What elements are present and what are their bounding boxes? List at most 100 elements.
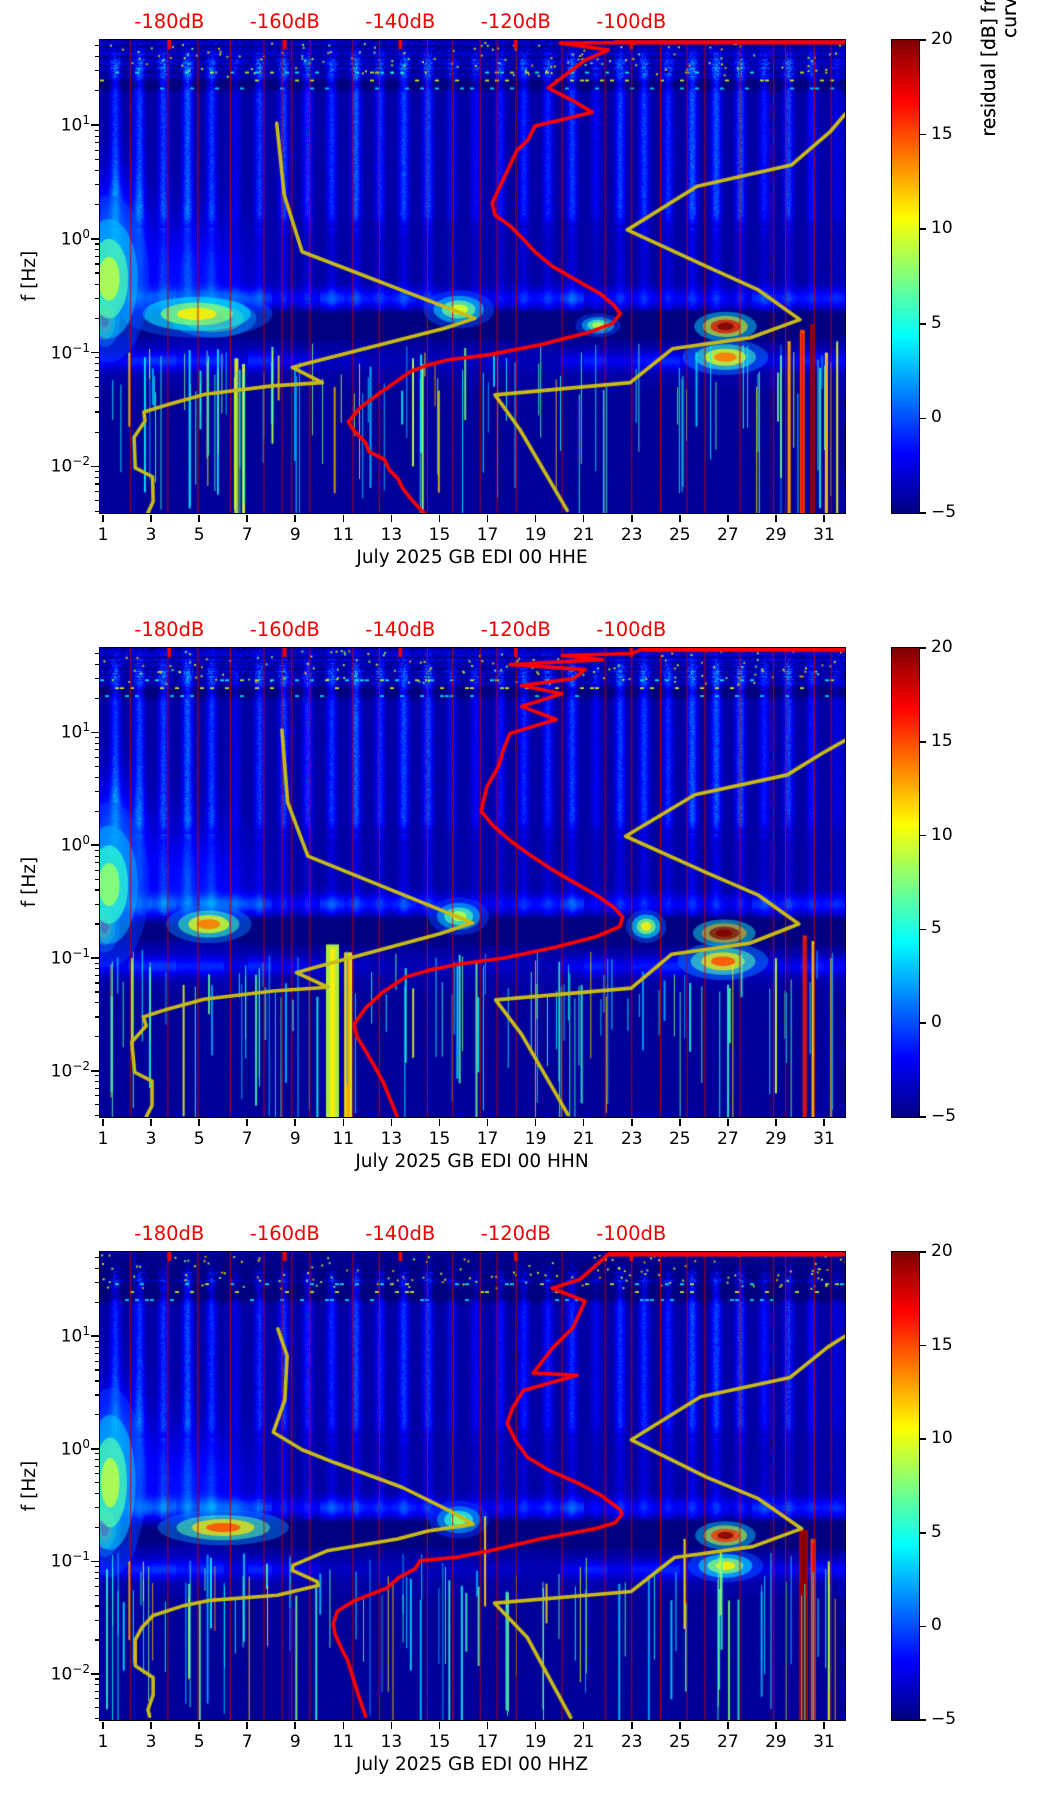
- tick-mark: [95, 1526, 100, 1528]
- colorbar-hhe: [892, 40, 919, 513]
- tick-mark: [919, 417, 926, 420]
- tick-mark: [342, 1721, 345, 1729]
- tick-mark: [582, 1721, 585, 1729]
- tick-mark: [91, 731, 100, 734]
- tick-mark: [91, 957, 100, 959]
- tick-mark: [919, 741, 926, 743]
- tick-mark: [95, 317, 100, 319]
- tick-mark: [95, 869, 100, 871]
- tick-mark: [95, 1707, 100, 1709]
- x-tick-label: 29: [765, 1129, 787, 1149]
- tick-mark: [95, 968, 100, 970]
- tick-mark: [823, 514, 825, 522]
- colorbar-label-hhz: residual [dB] from average curve: [979, 0, 1021, 137]
- tick-mark: [95, 1605, 100, 1607]
- tick-mark: [95, 243, 100, 245]
- tick-mark: [95, 386, 100, 388]
- colorbar-tick-label: 0: [931, 1012, 942, 1033]
- tick-mark: [95, 1002, 100, 1004]
- tick-mark: [150, 1721, 152, 1729]
- x-tick-label: 9: [289, 525, 301, 545]
- tick-mark: [438, 514, 441, 522]
- tick-mark: [919, 39, 926, 41]
- colorbar-tick-label: 15: [931, 123, 953, 144]
- tick-mark: [95, 1482, 100, 1484]
- tick-mark: [95, 1565, 100, 1568]
- tick-mark: [95, 272, 100, 274]
- colorbar-hhn: [892, 648, 919, 1117]
- top-axis-label: -100dB: [596, 10, 667, 33]
- tick-mark: [246, 514, 248, 522]
- tick-mark: [95, 1578, 100, 1580]
- tick-mark: [95, 411, 100, 413]
- x-tick-label: 27: [717, 1732, 739, 1752]
- tick-mark: [390, 1118, 393, 1126]
- colorbar-tick-label: 0: [931, 1615, 942, 1636]
- tick-mark: [678, 1118, 681, 1126]
- tick-mark: [95, 1016, 100, 1018]
- tick-mark: [486, 1118, 489, 1126]
- tick-mark: [95, 849, 100, 851]
- x-tick-label: 21: [572, 1129, 595, 1149]
- tick-mark: [95, 470, 100, 473]
- tick-mark: [486, 1721, 489, 1729]
- y-tick-label: 101: [60, 113, 90, 136]
- tick-mark: [919, 834, 926, 837]
- tick-mark: [95, 982, 100, 984]
- tick-mark: [95, 652, 100, 655]
- tick-mark: [919, 1719, 926, 1721]
- top-axis-label: -140dB: [365, 1222, 436, 1245]
- colorbar-tick-label: 20: [931, 637, 953, 657]
- x-tick-label: 7: [241, 1129, 253, 1149]
- tick-mark: [727, 1721, 729, 1729]
- tick-mark: [95, 70, 100, 72]
- tick-mark: [95, 1369, 100, 1371]
- tick-mark: [95, 749, 100, 751]
- x-tick-label: 21: [572, 1732, 595, 1752]
- tick-mark: [95, 1414, 100, 1416]
- x-tick-label: 13: [380, 1129, 403, 1149]
- tick-mark: [95, 297, 100, 299]
- x-tick-label: 19: [524, 525, 547, 545]
- tick-mark: [91, 844, 100, 846]
- x-tick-label: 27: [717, 1129, 739, 1149]
- tick-mark: [95, 862, 100, 864]
- top-axis-label: -160dB: [249, 1222, 320, 1245]
- tick-mark: [294, 1721, 297, 1729]
- tick-mark: [95, 962, 100, 964]
- x-tick-label: 7: [241, 1732, 253, 1752]
- tick-mark: [95, 1507, 100, 1509]
- tick-mark: [919, 228, 926, 230]
- x-tick-label: 15: [428, 1732, 451, 1752]
- tick-mark: [95, 183, 100, 186]
- tick-mark: [246, 1721, 248, 1729]
- tick-mark: [95, 1690, 100, 1692]
- x-tick-label: 19: [524, 1732, 547, 1752]
- tick-mark: [91, 1069, 100, 1072]
- top-axis-label: -140dB: [365, 618, 436, 641]
- x-tick-label: 25: [668, 1129, 691, 1149]
- tick-mark: [95, 142, 100, 144]
- tick-mark: [95, 149, 100, 151]
- tick-mark: [823, 1118, 825, 1126]
- tick-mark: [95, 756, 100, 758]
- tick-mark: [95, 1639, 100, 1641]
- tick-mark: [95, 1115, 100, 1117]
- tick-mark: [919, 133, 926, 136]
- y-tick-label: 10−2: [50, 454, 90, 477]
- y-tick-label: 10−1: [50, 340, 90, 364]
- tick-mark: [95, 974, 100, 977]
- top-axis-label: -160dB: [249, 618, 320, 641]
- tick-mark: [630, 1721, 633, 1729]
- tick-mark: [95, 204, 100, 206]
- x-tick-label: 9: [289, 1732, 301, 1752]
- top-axis-label: -100dB: [596, 618, 667, 641]
- tick-mark: [95, 697, 100, 700]
- tick-mark: [727, 514, 729, 522]
- tick-mark: [95, 1678, 100, 1680]
- x-tick-label: 11: [332, 1732, 355, 1752]
- tick-mark: [95, 1360, 100, 1362]
- x-tick-label: 15: [428, 1129, 451, 1149]
- tick-mark: [95, 499, 100, 502]
